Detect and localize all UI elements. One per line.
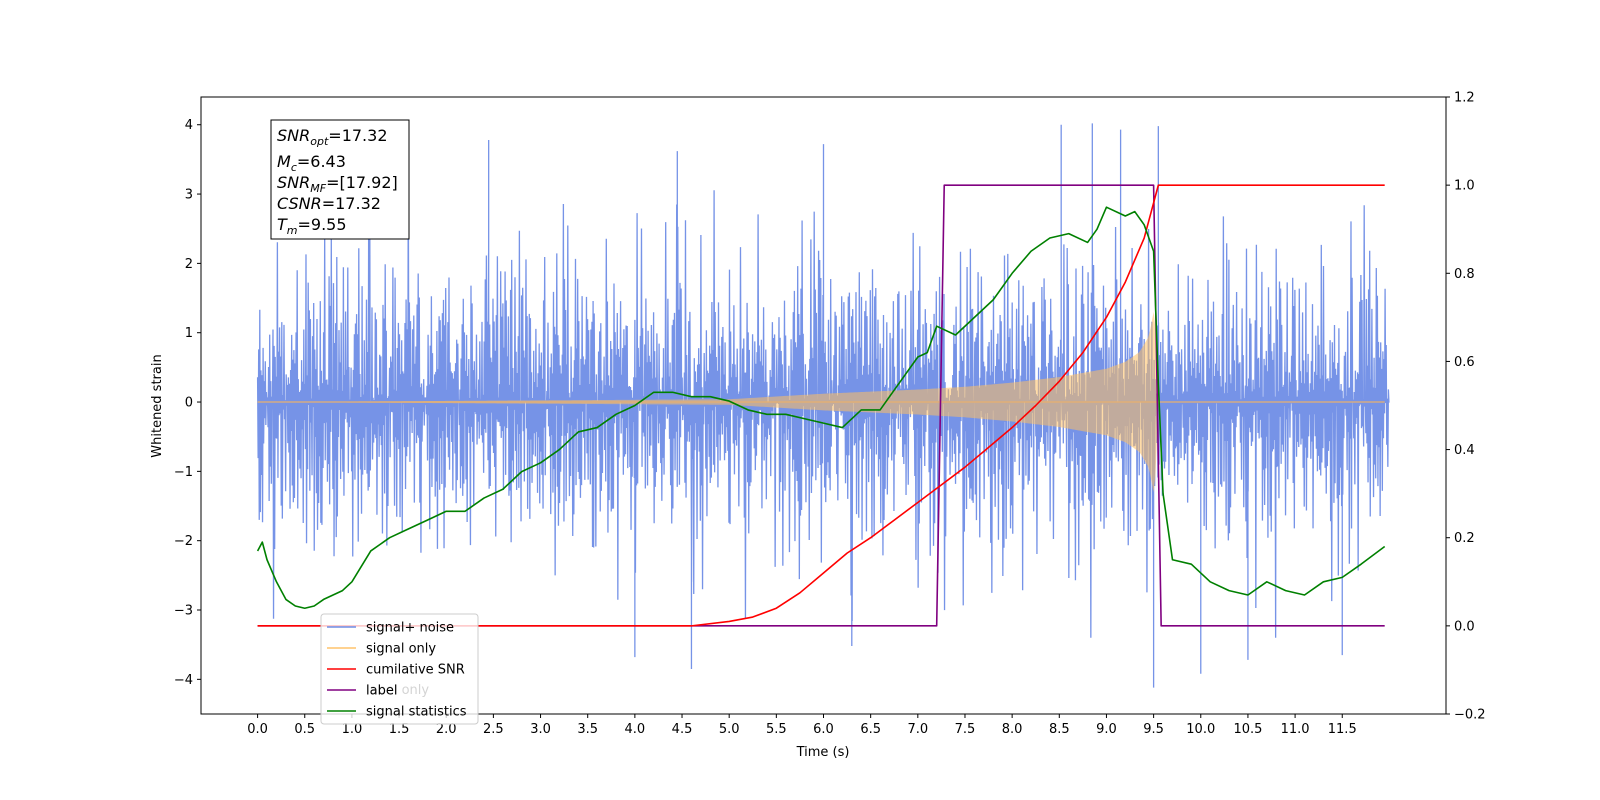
x-tick-label: 3.5	[577, 722, 598, 737]
legend-frame	[320, 613, 479, 725]
right-axis-series	[256, 184, 1386, 627]
legend-label: cumilative SNR	[366, 663, 465, 678]
y-axis-right: 1.2 1.0 0.8 0.6 0.4 0.2 0.0 −0.2	[1446, 91, 1486, 723]
info-box: SNRopt=17.32 Mc=6.43 SNRMF=[17.92] CSNR=…	[270, 119, 410, 240]
info-snr-mf: SNRMF=[17.92]	[277, 173, 398, 195]
y2-tick-label: 1.0	[1454, 179, 1475, 194]
x-axis: 0.0 0.5 1.0 1.5 2.0 2.5 3.0 3.5 4.0 4.5 5.0 5.5 6.0 6…	[247, 714, 1357, 737]
legend-label: signal statistics	[366, 705, 467, 720]
info-snr-mf-value: =[17.92]	[326, 173, 398, 192]
y-tick-label: 0	[185, 396, 193, 411]
x-tick-label: 0.0	[247, 722, 268, 737]
y-tick-label: −1	[174, 465, 193, 480]
info-csnr-name: CSNR	[277, 194, 322, 213]
x-tick-label: 4.0	[625, 722, 646, 737]
y-tick-label: 1	[185, 326, 193, 341]
y-axis-label: Whitened strain	[150, 354, 165, 457]
y2-tick-label: 1.2	[1454, 91, 1475, 106]
y-tick-label: −2	[174, 534, 193, 549]
x-tick-label: 6.5	[860, 722, 881, 737]
signal-plus-noise-series	[256, 123, 1390, 688]
label-line	[257, 184, 1385, 627]
y-tick-label: 2	[185, 257, 193, 272]
info-mc-value: =6.43	[297, 152, 346, 171]
x-tick-label: 0.5	[294, 722, 315, 737]
info-tm: Tm=9.55	[277, 215, 347, 237]
x-axis-label: Time (s)	[796, 745, 850, 760]
x-tick-label: 10.5	[1233, 722, 1262, 737]
x-tick-label: 11.5	[1328, 722, 1357, 737]
x-tick-label: 11.0	[1281, 722, 1310, 737]
x-tick-label: 9.5	[1143, 722, 1164, 737]
legend-label: signal+ noise	[366, 621, 454, 636]
x-tick-label: 8.0	[1002, 722, 1023, 737]
y-tick-label: 4	[185, 118, 193, 133]
legend-label: label	[366, 684, 397, 699]
info-mc-name: M	[277, 152, 291, 171]
info-box-frame	[270, 119, 410, 240]
info-snr-opt-value: =17.32	[328, 126, 387, 145]
info-mc: Mc=6.43	[277, 152, 346, 174]
y-axis-left: 4 3 2 1 0 −1 −2 −3 −4	[174, 118, 201, 688]
info-snr-mf-sub: MF	[310, 182, 326, 195]
signal-statistics-line	[256, 206, 1386, 610]
x-tick-label: 3.0	[530, 722, 551, 737]
legend-label: signal only	[366, 642, 436, 657]
info-mc-sub: c	[291, 161, 297, 174]
info-snr-opt-name: SNR	[277, 126, 310, 145]
y-tick-label: 3	[185, 188, 193, 203]
y-tick-label: −4	[174, 673, 193, 688]
y2-tick-label: 0.4	[1454, 443, 1475, 458]
info-tm-sub: m	[287, 224, 298, 237]
x-tick-label: 5.0	[719, 722, 740, 737]
legend: label only signal+ noise signal only cumil…	[320, 613, 479, 725]
x-tick-label: 6.0	[813, 722, 834, 737]
info-snr-opt-sub: opt	[310, 135, 329, 148]
x-tick-label: 8.5	[1049, 722, 1070, 737]
y2-tick-label: 0.8	[1454, 267, 1475, 282]
info-csnr: CSNR=17.32	[277, 194, 381, 213]
x-tick-label: 1.0	[342, 722, 363, 737]
x-tick-label: 2.5	[483, 722, 504, 737]
info-snr-mf-name: SNR	[277, 173, 310, 192]
x-tick-label: 7.0	[907, 722, 928, 737]
y2-tick-label: −0.2	[1454, 708, 1486, 723]
x-tick-label: 7.5	[955, 722, 976, 737]
legend-hidden-text: label only	[366, 683, 429, 698]
y2-tick-label: 0.6	[1454, 355, 1475, 370]
y2-tick-label: 0.0	[1454, 619, 1475, 634]
y2-tick-label: 0.2	[1454, 531, 1475, 546]
legend-entries: signal+ noise signal only cumilative SNR la…	[327, 621, 467, 720]
x-tick-label: 5.5	[766, 722, 787, 737]
signal-plus-noise-line	[256, 123, 1390, 688]
x-tick-label: 1.5	[389, 722, 410, 737]
cumulative-snr-line	[257, 184, 1385, 627]
y-tick-label: −3	[174, 604, 193, 619]
x-tick-label: 10.0	[1186, 722, 1215, 737]
info-snr-opt: SNRopt=17.32	[277, 126, 388, 148]
x-tick-label: 2.0	[436, 722, 457, 737]
info-csnr-value: =17.32	[322, 194, 381, 213]
x-tick-label: 9.0	[1096, 722, 1117, 737]
info-tm-name: T	[277, 215, 288, 234]
signal-only-series	[257, 311, 1385, 493]
info-tm-value: =9.55	[298, 215, 347, 234]
x-tick-label: 4.5	[672, 722, 693, 737]
